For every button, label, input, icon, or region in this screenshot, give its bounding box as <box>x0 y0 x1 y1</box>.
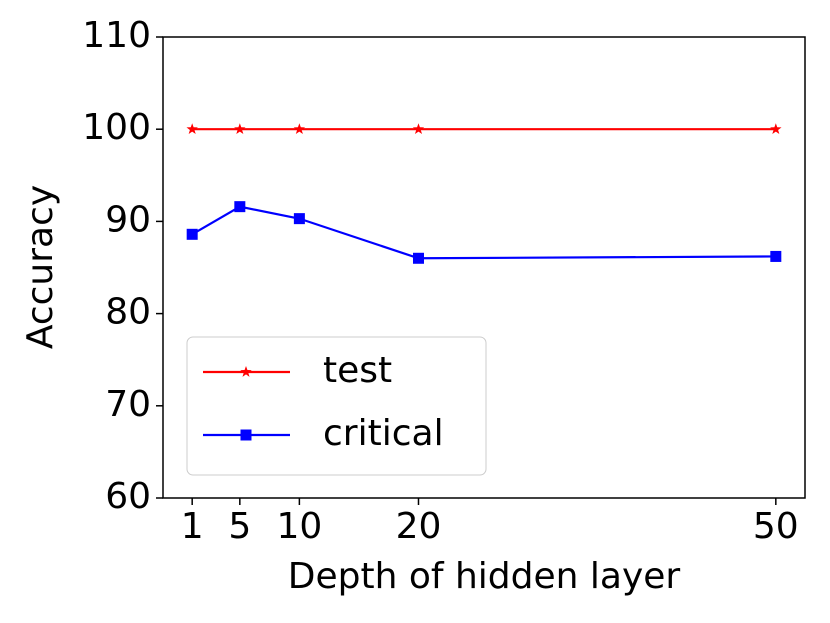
marker <box>186 123 198 135</box>
marker <box>770 250 782 262</box>
y-tick-label: 100 <box>82 107 151 148</box>
plot-frame <box>162 36 806 499</box>
marker <box>186 228 198 240</box>
y-tick-label: 80 <box>105 292 151 333</box>
marker <box>293 123 306 135</box>
legend-label: critical <box>323 413 444 454</box>
x-tick-label: 50 <box>753 506 799 547</box>
x-axis-label: Depth of hidden layer <box>288 556 681 597</box>
x-tick-label: 20 <box>396 506 442 547</box>
marker <box>412 252 424 264</box>
y-tick-label: 90 <box>105 199 151 240</box>
marker <box>293 213 305 225</box>
y-axis-label: Accuracy <box>20 185 61 349</box>
y-tick-label: 110 <box>82 15 151 56</box>
marker <box>770 123 782 135</box>
marker <box>234 123 246 135</box>
legend-marker <box>240 366 252 377</box>
marker <box>412 123 425 135</box>
y-tick-label: 60 <box>105 476 151 517</box>
x-tick-label: 10 <box>276 506 322 547</box>
marker <box>234 201 246 213</box>
x-tick-label: 5 <box>228 506 251 547</box>
legend-label: test <box>323 350 392 391</box>
x-tick-label: 1 <box>181 506 204 547</box>
legend-marker <box>240 429 252 441</box>
data-line <box>191 205 776 260</box>
y-tick-label: 70 <box>105 384 151 425</box>
